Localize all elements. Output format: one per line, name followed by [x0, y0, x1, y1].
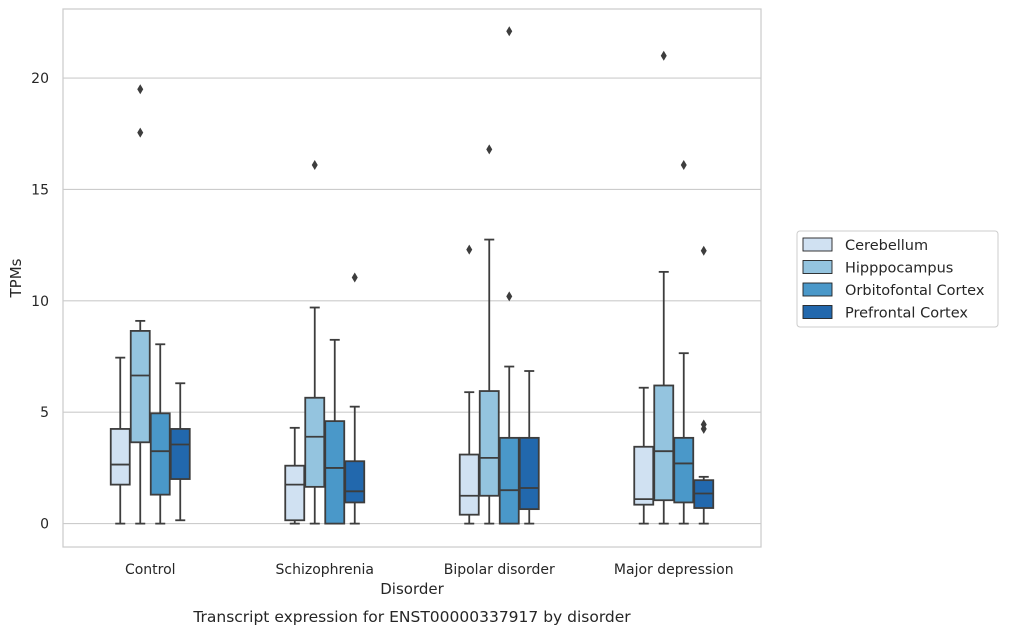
box-1-3 — [653, 50, 675, 525]
x-tick-label-3: Major depression — [614, 562, 734, 578]
box-iqr — [129, 330, 151, 444]
y-axis-ticks: 0 5 10 15 20 — [31, 71, 49, 533]
series-2 — [149, 26, 695, 525]
series-1 — [129, 50, 675, 525]
box-iqr — [458, 453, 480, 516]
box-iqr — [149, 412, 171, 496]
legend-swatch-1 — [802, 260, 833, 274]
outlier-0 — [680, 159, 687, 170]
box-2-3 — [673, 159, 695, 525]
legend-frame — [796, 230, 999, 328]
outlier-0 — [466, 244, 473, 255]
outlier-0 — [351, 272, 358, 283]
outlier-2 — [700, 245, 707, 256]
legend-label-1: Hipppocampus — [845, 261, 953, 277]
legend: Cerebellum Hipppocampus Orbitofontal Corte… — [796, 230, 999, 328]
box-1-1 — [304, 159, 326, 525]
box-iqr — [324, 420, 346, 525]
outlier-0 — [311, 159, 318, 170]
outlier-0 — [660, 50, 667, 61]
legend-label-0: Cerebellum — [845, 238, 928, 254]
outlier-0 — [137, 127, 144, 138]
box-1-2 — [478, 144, 500, 525]
box-iqr — [498, 436, 520, 525]
box-1-0 — [129, 84, 151, 525]
series-0 — [109, 244, 655, 525]
box-0-3 — [633, 386, 655, 525]
legend-swatch-0 — [802, 237, 833, 252]
box-2-1 — [324, 338, 346, 525]
legend-label-3: Prefrontal Cortex — [845, 306, 968, 322]
box-2-0 — [149, 343, 171, 525]
box-iqr — [633, 445, 655, 506]
y-tick-label-15: 15 — [31, 182, 49, 198]
y-tick-label-5: 5 — [40, 405, 49, 421]
x-tick-label-2: Bipolar disorder — [444, 562, 555, 578]
box-iqr — [109, 428, 131, 486]
box-iqr — [653, 384, 675, 502]
box-iqr — [673, 436, 695, 504]
legend-swatch-2 — [802, 282, 833, 297]
outlier-0 — [486, 144, 493, 155]
outlier-1 — [700, 419, 707, 430]
x-axis-ticks: Control Schizophrenia Bipolar disorder Majo… — [125, 562, 734, 578]
y-tick-label-10: 10 — [31, 294, 49, 310]
box-3-2 — [518, 370, 540, 525]
box-2-2 — [498, 26, 520, 525]
x-tick-label-0: Control — [125, 562, 176, 578]
y-tick-label-0: 0 — [40, 517, 49, 533]
chart-caption: Transcript expression for ENST0000033791… — [192, 608, 631, 626]
box-0-0 — [109, 356, 131, 525]
legend-label-2: Orbitofontal Cortex — [845, 283, 985, 299]
box-iqr — [478, 390, 500, 497]
outlier-0 — [506, 291, 513, 302]
outlier-1 — [506, 26, 513, 37]
y-axis-title: TPMs — [7, 258, 25, 298]
legend-swatch-3 — [802, 305, 833, 319]
box-iqr — [169, 428, 191, 480]
series-3 — [169, 245, 715, 525]
y-tick-label-20: 20 — [31, 71, 49, 87]
box-0-1 — [284, 426, 306, 525]
outlier-1 — [137, 84, 144, 95]
box-iqr — [284, 464, 306, 522]
box-iqr — [518, 436, 540, 511]
x-tick-label-1: Schizophrenia — [276, 562, 374, 578]
box-iqr — [304, 396, 326, 488]
box-0-2 — [458, 244, 480, 525]
box-3-1 — [344, 272, 366, 525]
box-iqr — [344, 460, 366, 504]
box-3-3 — [693, 245, 715, 525]
plot-frame — [62, 8, 762, 548]
box-series — [109, 26, 715, 525]
box-3-0 — [169, 382, 191, 522]
x-axis-title: Disorder — [380, 580, 444, 598]
